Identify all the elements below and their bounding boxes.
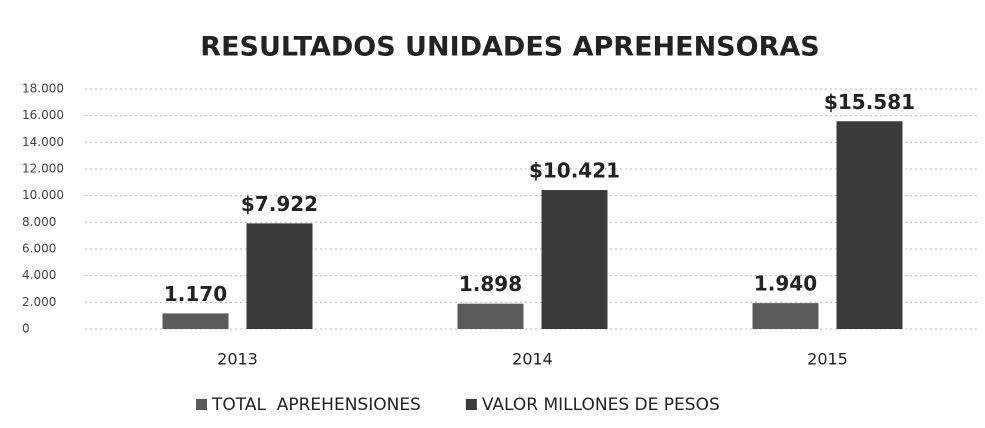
legend-label: VALOR MILLONES DE PESOS (482, 395, 720, 415)
legend-swatch (196, 399, 207, 410)
bar (752, 303, 819, 329)
value-label: 1.940 (754, 272, 817, 296)
legend-label: TOTAL APREHENSIONES (211, 395, 421, 415)
bar (457, 303, 524, 329)
y-tick-label: 8.000 (22, 215, 56, 229)
y-tick-label: 6.000 (22, 242, 56, 256)
y-tick-label: 4.000 (22, 268, 56, 282)
x-tick-label: 2015 (807, 350, 848, 369)
x-tick-label: 2013 (217, 350, 258, 369)
value-label: $7.922 (241, 192, 318, 216)
bar (836, 121, 903, 330)
y-tick-label: 0 (22, 322, 30, 336)
bar (246, 223, 313, 329)
legend-swatch (465, 399, 477, 410)
value-label: 1.170 (164, 282, 227, 306)
y-tick-label: 14.000 (22, 135, 64, 149)
y-tick-label: 18.000 (22, 82, 64, 96)
y-tick-label: 16.000 (22, 108, 64, 122)
value-label: $10.421 (529, 159, 620, 183)
bar (162, 313, 229, 329)
chart-title: RESULTADOS UNIDADES APREHENSORAS (200, 32, 819, 63)
y-tick-label: 10.000 (22, 188, 64, 202)
y-tick-label: 12.000 (22, 162, 64, 176)
x-tick-label: 2014 (512, 350, 553, 369)
y-tick-label: 2.000 (22, 295, 56, 309)
value-label: 1.898 (459, 272, 522, 296)
value-label: $15.581 (824, 90, 915, 114)
bar (541, 190, 608, 329)
